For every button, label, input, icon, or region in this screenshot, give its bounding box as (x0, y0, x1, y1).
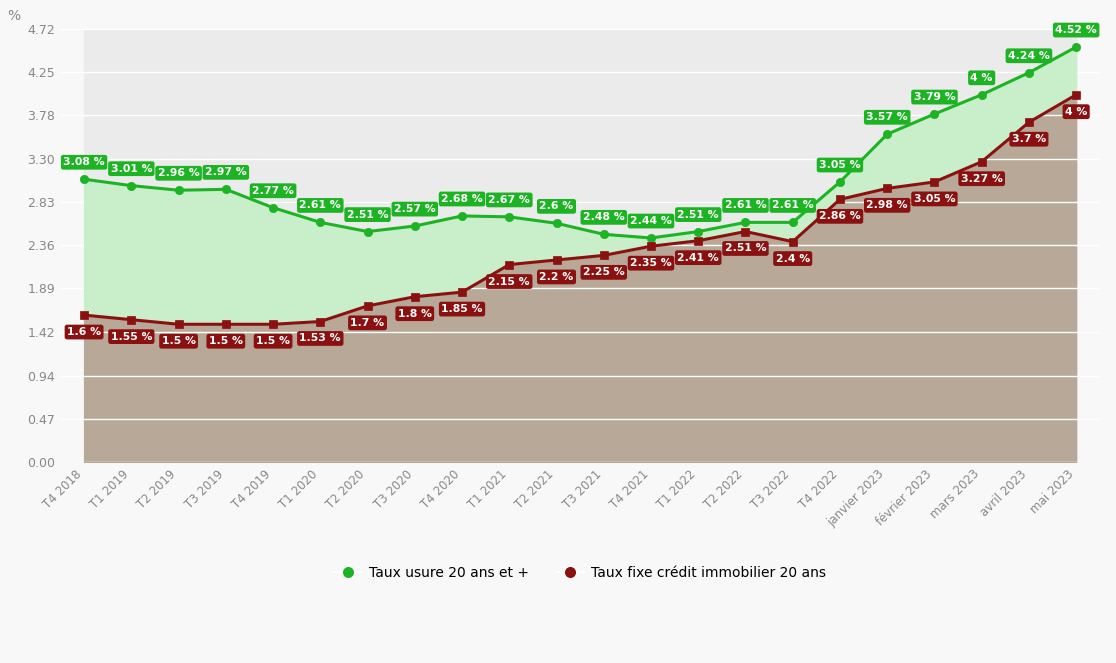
Taux fixe crédit immobilier 20 ans (455, 288, 469, 296)
Taux fixe crédit immobilier 20 ans (1069, 91, 1083, 99)
Taux usure 20 ans et + (975, 91, 989, 99)
Taux usure 20 ans et + (219, 186, 232, 194)
Text: 2.68 %: 2.68 % (441, 194, 483, 204)
Text: 2.97 %: 2.97 % (205, 167, 247, 178)
Text: 3.05 %: 3.05 % (819, 160, 860, 170)
Taux fixe crédit immobilier 20 ans (172, 320, 185, 328)
Text: 2.15 %: 2.15 % (489, 276, 530, 286)
Text: 2.96 %: 2.96 % (157, 168, 200, 178)
Taux usure 20 ans et + (360, 227, 374, 235)
Taux usure 20 ans et + (550, 219, 564, 227)
Text: 1.6 %: 1.6 % (67, 327, 102, 337)
Text: 2.4 %: 2.4 % (776, 253, 810, 264)
Taux fixe crédit immobilier 20 ans (881, 184, 894, 192)
Taux usure 20 ans et + (408, 222, 422, 230)
Taux usure 20 ans et + (739, 218, 752, 226)
Text: 1.5 %: 1.5 % (209, 336, 243, 346)
Taux usure 20 ans et + (834, 178, 847, 186)
Text: 3.7 %: 3.7 % (1012, 134, 1046, 145)
Text: 4 %: 4 % (971, 73, 993, 83)
Taux usure 20 ans et + (881, 130, 894, 138)
Text: 2.61 %: 2.61 % (299, 200, 341, 210)
Text: 1.8 %: 1.8 % (397, 309, 432, 319)
Line: Taux usure 20 ans et +: Taux usure 20 ans et + (80, 43, 1080, 242)
Text: 2.41 %: 2.41 % (677, 253, 719, 263)
Text: 3.79 %: 3.79 % (914, 92, 955, 102)
Taux usure 20 ans et + (644, 234, 657, 242)
Text: 3.01 %: 3.01 % (110, 164, 152, 174)
Text: 2.77 %: 2.77 % (252, 186, 294, 196)
Text: 2.48 %: 2.48 % (583, 212, 625, 222)
Taux usure 20 ans et + (692, 227, 705, 235)
Text: 2.61 %: 2.61 % (724, 200, 767, 210)
Text: 2.57 %: 2.57 % (394, 204, 435, 214)
Text: 3.27 %: 3.27 % (961, 174, 1002, 184)
Taux fixe crédit immobilier 20 ans (314, 318, 327, 326)
Taux fixe crédit immobilier 20 ans (550, 256, 564, 264)
Text: 4 %: 4 % (1065, 107, 1087, 117)
Taux fixe crédit immobilier 20 ans (219, 320, 232, 328)
Text: 2.6 %: 2.6 % (539, 202, 574, 211)
Taux fixe crédit immobilier 20 ans (1022, 118, 1036, 126)
Text: 2.2 %: 2.2 % (539, 272, 574, 282)
Taux usure 20 ans et + (455, 212, 469, 220)
Taux usure 20 ans et + (1069, 43, 1083, 51)
Taux fixe crédit immobilier 20 ans (692, 237, 705, 245)
Text: 2.61 %: 2.61 % (772, 200, 814, 210)
Text: 1.5 %: 1.5 % (162, 336, 195, 346)
Taux usure 20 ans et + (267, 204, 280, 211)
Text: 2.44 %: 2.44 % (631, 216, 672, 226)
Line: Taux fixe crédit immobilier 20 ans: Taux fixe crédit immobilier 20 ans (80, 91, 1080, 328)
Taux fixe crédit immobilier 20 ans (786, 237, 799, 245)
Text: 2.67 %: 2.67 % (489, 195, 530, 205)
Taux fixe crédit immobilier 20 ans (125, 316, 138, 324)
Text: 2.51 %: 2.51 % (724, 243, 767, 253)
Legend: Taux usure 20 ans et +, Taux fixe crédit immobilier 20 ans: Taux usure 20 ans et +, Taux fixe crédit… (328, 560, 831, 585)
Text: 1.53 %: 1.53 % (299, 333, 341, 343)
Y-axis label: %: % (7, 9, 20, 23)
Text: 4.52 %: 4.52 % (1056, 25, 1097, 35)
Text: 2.35 %: 2.35 % (631, 258, 672, 268)
Text: 3.57 %: 3.57 % (866, 112, 908, 122)
Taux usure 20 ans et + (927, 110, 941, 118)
Text: 2.25 %: 2.25 % (583, 267, 625, 277)
Text: 1.85 %: 1.85 % (441, 304, 483, 314)
Taux usure 20 ans et + (502, 213, 516, 221)
Text: 2.51 %: 2.51 % (677, 210, 719, 219)
Text: 4.24 %: 4.24 % (1008, 51, 1050, 61)
Taux fixe crédit immobilier 20 ans (975, 158, 989, 166)
Taux fixe crédit immobilier 20 ans (77, 311, 90, 319)
Taux usure 20 ans et + (786, 218, 799, 226)
Taux usure 20 ans et + (1022, 69, 1036, 77)
Taux usure 20 ans et + (172, 186, 185, 194)
Text: 2.86 %: 2.86 % (819, 211, 860, 221)
Text: 1.5 %: 1.5 % (256, 336, 290, 346)
Text: 1.55 %: 1.55 % (110, 332, 152, 341)
Taux fixe crédit immobilier 20 ans (502, 261, 516, 269)
Taux fixe crédit immobilier 20 ans (360, 302, 374, 310)
Text: 3.08 %: 3.08 % (64, 157, 105, 167)
Taux fixe crédit immobilier 20 ans (834, 196, 847, 204)
Taux usure 20 ans et + (125, 182, 138, 190)
Taux fixe crédit immobilier 20 ans (927, 178, 941, 186)
Taux usure 20 ans et + (314, 218, 327, 226)
Taux fixe crédit immobilier 20 ans (644, 242, 657, 250)
Text: 2.51 %: 2.51 % (347, 210, 388, 219)
Text: 1.7 %: 1.7 % (350, 318, 385, 328)
Text: 2.98 %: 2.98 % (866, 200, 908, 210)
Taux fixe crédit immobilier 20 ans (597, 251, 610, 259)
Taux fixe crédit immobilier 20 ans (739, 227, 752, 235)
Taux usure 20 ans et + (597, 230, 610, 238)
Text: 3.05 %: 3.05 % (914, 194, 955, 204)
Taux usure 20 ans et + (77, 175, 90, 183)
Taux fixe crédit immobilier 20 ans (267, 320, 280, 328)
Taux fixe crédit immobilier 20 ans (408, 293, 422, 301)
